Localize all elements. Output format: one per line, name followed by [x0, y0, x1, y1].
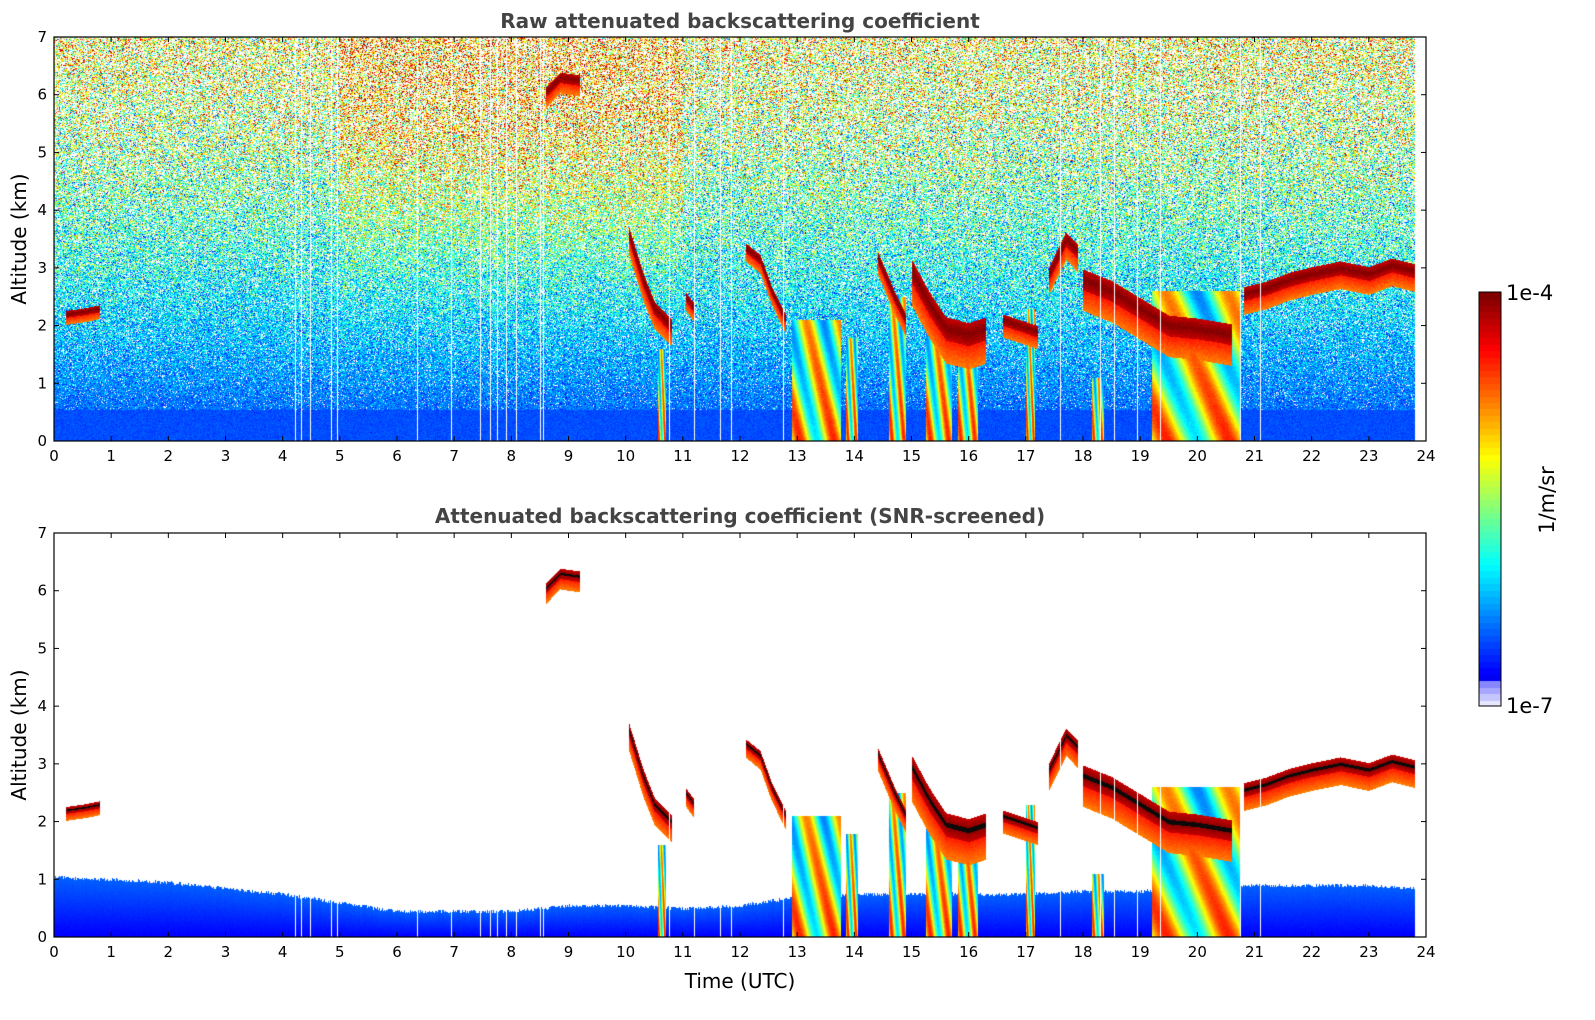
- colorbar-gradient: [1479, 292, 1501, 706]
- x-tick-label: 21: [1245, 447, 1264, 465]
- y-tick-label: 1: [37, 870, 47, 888]
- x-tick-label: 15: [902, 447, 921, 465]
- x-tick-label: 23: [1359, 943, 1378, 961]
- x-tick-label: 11: [673, 447, 692, 465]
- raw-heatmap: [54, 37, 1426, 441]
- y-tick-label: 1: [37, 374, 47, 392]
- x-tick-label: 10: [616, 447, 635, 465]
- x-tick-label: 12: [730, 447, 749, 465]
- colorbar: 1e-4 1e-7 1/m/sr: [1478, 281, 1559, 718]
- y-tick-label: 4: [37, 201, 47, 219]
- x-tick-label: 9: [564, 943, 574, 961]
- y-tick-label: 2: [37, 317, 47, 335]
- x-tick-label: 17: [1016, 447, 1035, 465]
- x-tick-label: 20: [1188, 943, 1207, 961]
- x-tick-label: 4: [278, 447, 288, 465]
- screened-xlabel: Time (UTC): [684, 969, 796, 993]
- x-tick-label: 15: [902, 943, 921, 961]
- x-tick-label: 7: [449, 943, 459, 961]
- x-tick-label: 0: [49, 447, 59, 465]
- x-tick-label: 5: [335, 943, 345, 961]
- x-tick-label: 14: [845, 447, 864, 465]
- panel-raw-title: Raw attenuated backscattering coefficien…: [500, 9, 980, 33]
- raw-axes: 0 1 2 3 4 5 6 7 8 9 10 11 12 13 14 15 16 17 18 19 20 21 22 23 24…: [37, 28, 1435, 465]
- colorbar-min-label: 1e-7: [1506, 694, 1553, 718]
- x-tick-label: 22: [1302, 447, 1321, 465]
- panel-screened-title: Attenuated backscattering coefficient (S…: [435, 504, 1045, 528]
- y-tick-label: 4: [37, 697, 47, 715]
- screened-heatmap-container: [54, 533, 1426, 937]
- y-tick-label: 0: [37, 928, 47, 946]
- raw-ylabel: Altitude (km): [7, 173, 31, 304]
- colorbar-frame: [1478, 291, 1502, 707]
- x-tick-label: 3: [221, 943, 231, 961]
- screened-ylabel: Altitude (km): [7, 669, 31, 800]
- x-tick-label: 11: [673, 943, 692, 961]
- x-tick-label: 1: [106, 943, 116, 961]
- x-tick-label: 6: [392, 943, 402, 961]
- x-tick-label: 18: [1073, 447, 1092, 465]
- x-tick-label: 0: [49, 943, 59, 961]
- x-tick-label: 13: [788, 447, 807, 465]
- x-tick-label: 20: [1188, 447, 1207, 465]
- x-tick-label: 17: [1016, 943, 1035, 961]
- y-tick-label: 0: [37, 432, 47, 450]
- x-tick-label: 24: [1416, 943, 1435, 961]
- y-tick-label: 7: [37, 524, 47, 542]
- x-tick-label: 9: [564, 447, 574, 465]
- y-tick-label: 7: [37, 28, 47, 46]
- x-tick-label: 8: [507, 447, 517, 465]
- y-tick-label: 5: [37, 639, 47, 657]
- y-tick-label: 6: [37, 86, 47, 104]
- x-tick-label: 22: [1302, 943, 1321, 961]
- x-tick-label: 23: [1359, 447, 1378, 465]
- colorbar-max-label: 1e-4: [1506, 281, 1553, 305]
- x-tick-label: 5: [335, 447, 345, 465]
- colorbar-label: 1/m/sr: [1535, 466, 1559, 534]
- x-tick-label: 6: [392, 447, 402, 465]
- x-tick-label: 16: [959, 447, 978, 465]
- y-tick-label: 6: [37, 582, 47, 600]
- x-tick-label: 1: [106, 447, 116, 465]
- colorbar-gradient-container: [1479, 292, 1501, 706]
- x-tick-label: 24: [1416, 447, 1435, 465]
- x-tick-label: 21: [1245, 943, 1264, 961]
- x-tick-label: 12: [730, 943, 749, 961]
- screened-axes: 0 1 2 3 4 5 6 7 8 9 10 11 12 13 14 15 16 17 18 19 20 21 22 23 24…: [37, 524, 1435, 961]
- x-tick-label: 14: [845, 943, 864, 961]
- x-tick-label: 13: [788, 943, 807, 961]
- panel-raw: Raw attenuated backscattering coefficien…: [7, 9, 1436, 465]
- x-tick-label: 19: [1131, 943, 1150, 961]
- y-tick-label: 3: [37, 259, 47, 277]
- x-tick-label: 4: [278, 943, 288, 961]
- x-tick-label: 7: [449, 447, 459, 465]
- y-tick-label: 2: [37, 813, 47, 831]
- x-tick-label: 2: [164, 943, 174, 961]
- raw-heatmap-container: [54, 37, 1426, 441]
- x-tick-label: 19: [1131, 447, 1150, 465]
- x-tick-label: 16: [959, 943, 978, 961]
- y-tick-label: 5: [37, 143, 47, 161]
- x-tick-label: 18: [1073, 943, 1092, 961]
- x-tick-label: 8: [507, 943, 517, 961]
- screened-heatmap: [54, 533, 1426, 937]
- y-tick-label: 3: [37, 755, 47, 773]
- x-tick-label: 3: [221, 447, 231, 465]
- x-tick-label: 2: [164, 447, 174, 465]
- x-tick-label: 10: [616, 943, 635, 961]
- panel-screened: Attenuated backscattering coefficient (S…: [7, 504, 1436, 993]
